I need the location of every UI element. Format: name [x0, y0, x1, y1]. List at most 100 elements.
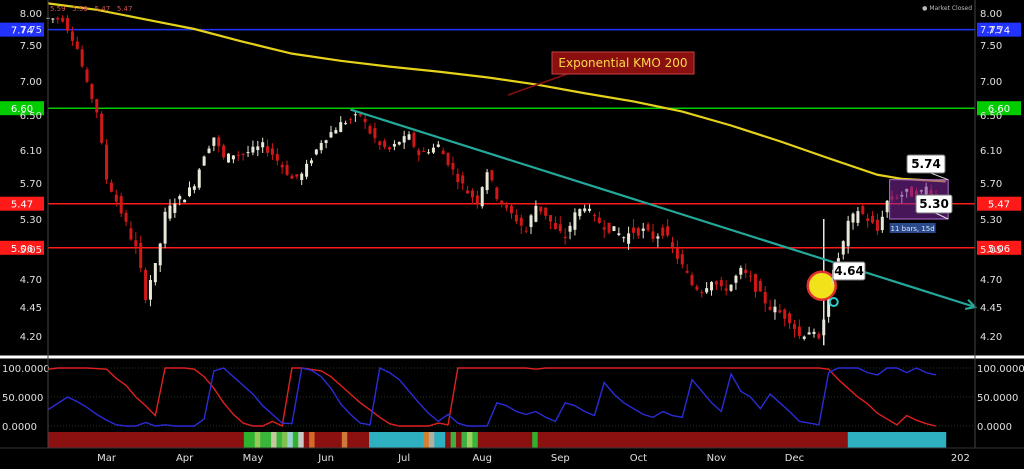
candle-body [183, 199, 187, 203]
level-tag-left [0, 101, 44, 116]
candle-body [812, 331, 816, 334]
candle-body [339, 122, 343, 133]
heat-strip-segment [48, 432, 245, 448]
candle-body [539, 206, 543, 212]
candle-body [705, 288, 709, 293]
y-tick-right: 4.20 [980, 332, 1002, 343]
heat-strip-segment [445, 432, 452, 448]
candle-body [66, 18, 70, 31]
candle-body [168, 205, 172, 219]
candle-body [300, 173, 304, 180]
candle-body [319, 142, 323, 151]
candle-body [187, 187, 191, 197]
x-tick: Jun [317, 453, 334, 464]
heat-strip-segment [347, 432, 370, 448]
y-tick-left: 5.30 [20, 215, 42, 226]
candle-body [163, 211, 167, 244]
heat-strip-segment [537, 432, 849, 448]
candle-body [851, 213, 855, 223]
candle-body [700, 292, 704, 294]
candle-body [627, 233, 631, 244]
candle-body [305, 163, 309, 177]
level-label-right: 5.06 [988, 244, 1010, 255]
x-tick: Apr [176, 453, 194, 464]
ma-label-leader [507, 73, 568, 96]
ohlc-low: 5.47 [94, 5, 111, 13]
candle-body [768, 306, 772, 310]
candle-body [510, 205, 513, 214]
candle-body [256, 146, 260, 151]
candle-body [656, 236, 660, 239]
candle-body [139, 242, 143, 268]
y-tick-left: 8.00 [20, 9, 42, 20]
candle-body [714, 281, 718, 285]
candle-body [710, 282, 714, 291]
candle-body [529, 215, 533, 227]
candle-body [612, 226, 616, 231]
candle-body [295, 174, 299, 177]
ohlc-high: 5.59 [72, 5, 88, 13]
heat-strip-segment [260, 432, 272, 448]
range-box-caption: 11 bars, 15d [891, 225, 935, 233]
candle-body [480, 187, 484, 207]
candle-body [788, 313, 792, 324]
heat-strip-segment [477, 432, 533, 448]
candle-body [602, 227, 606, 230]
heat-strip-segment [243, 432, 256, 448]
candle-body [95, 99, 99, 113]
ohlc-close: 5.47 [116, 5, 133, 13]
market-status: ● Market Closed [922, 5, 972, 12]
heat-strip-segment [847, 432, 947, 448]
heat-strip-segment [472, 432, 479, 448]
candle-body [441, 150, 445, 155]
candle-body [397, 142, 401, 145]
y-tick-right: 7.50 [980, 41, 1002, 52]
candle-body [749, 275, 753, 277]
range-box-caption-bg [889, 223, 936, 233]
candle-body [261, 142, 265, 148]
heat-strip-segment [423, 432, 430, 448]
candle-body [75, 41, 79, 49]
candle-body [148, 279, 152, 300]
candle-body [236, 154, 240, 156]
y-tick-left: 4.20 [20, 332, 42, 343]
candle-body [514, 214, 518, 222]
x-tick: Oct [630, 453, 647, 464]
candle-body [90, 84, 94, 99]
cursor-marker [828, 297, 839, 307]
level-label-left: 6.60 [11, 104, 33, 115]
y-tick-left: 7.75 [20, 25, 42, 36]
candle-body [827, 293, 831, 317]
x-tick: Dec [785, 453, 804, 464]
ohlc-header: 5.59 5.59 5.47 5.47 [50, 5, 132, 13]
candle-body [592, 215, 596, 217]
osc-tick-left: 50.0000 [2, 393, 43, 404]
candle-body [290, 175, 294, 179]
heat-strip-segment [461, 432, 468, 448]
y-tick-left: 7.50 [20, 41, 42, 52]
ma-label-text: Exponential KMO 200 [558, 56, 687, 70]
candle-body [617, 233, 621, 235]
candle-body [227, 153, 231, 163]
candle-body [241, 153, 245, 155]
heat-strip-segment [276, 432, 283, 448]
candle-body [485, 172, 489, 191]
candle-body [378, 141, 382, 146]
candle-body [270, 148, 274, 155]
candle-body [846, 220, 850, 247]
candle-body [119, 196, 123, 214]
candle-body [671, 242, 675, 248]
candle-body [158, 243, 162, 266]
candle-body [544, 207, 548, 216]
candle-body [251, 146, 255, 153]
heat-strip-segment [369, 432, 424, 448]
candle-body [212, 137, 216, 146]
candle-body [802, 336, 806, 339]
candle-body [675, 248, 679, 259]
heat-strip-segment [314, 432, 343, 448]
price-label-highlight-text: 4.64 [834, 264, 864, 278]
candle-body [353, 114, 357, 116]
candle-body [451, 163, 455, 170]
